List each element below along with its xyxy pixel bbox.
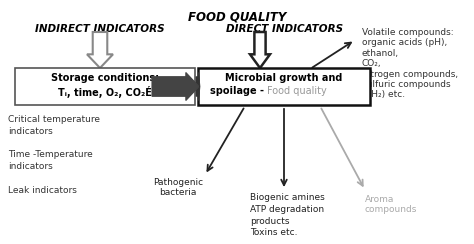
Polygon shape: [152, 72, 199, 101]
Text: FOOD QUALITY: FOOD QUALITY: [188, 10, 286, 23]
Text: Aroma
compounds: Aroma compounds: [365, 195, 418, 214]
FancyBboxPatch shape: [198, 68, 370, 105]
Text: Microbial growth and: Microbial growth and: [225, 73, 343, 83]
Polygon shape: [87, 32, 113, 68]
Text: Tᵢ, time, O₂, CO₂É: Tᵢ, time, O₂, CO₂É: [58, 86, 152, 98]
Text: spoilage -: spoilage -: [210, 86, 267, 96]
Polygon shape: [250, 32, 270, 68]
Text: INDIRECT INDICATORS: INDIRECT INDICATORS: [35, 24, 165, 34]
FancyBboxPatch shape: [15, 68, 195, 105]
Text: Storage conditions:: Storage conditions:: [51, 73, 159, 83]
Text: DIRECT INDICATORS: DIRECT INDICATORS: [227, 24, 344, 34]
Text: Critical temperature
indicators

Time -Temperature
indicators

Leak indicators: Critical temperature indicators Time -Te…: [8, 115, 100, 195]
Polygon shape: [196, 72, 200, 101]
Text: Biogenic amines
ATP degradation
products
Toxins etc.: Biogenic amines ATP degradation products…: [250, 193, 325, 237]
Text: Pathogenic
bacteria: Pathogenic bacteria: [153, 178, 203, 197]
Text: Food quality: Food quality: [267, 86, 327, 96]
Text: Volatile compounds:
organic acids (pH),
ethanol,
CO₂,
nitrogen compounds,
sulfur: Volatile compounds: organic acids (pH), …: [362, 28, 458, 99]
FancyArrowPatch shape: [195, 85, 199, 88]
